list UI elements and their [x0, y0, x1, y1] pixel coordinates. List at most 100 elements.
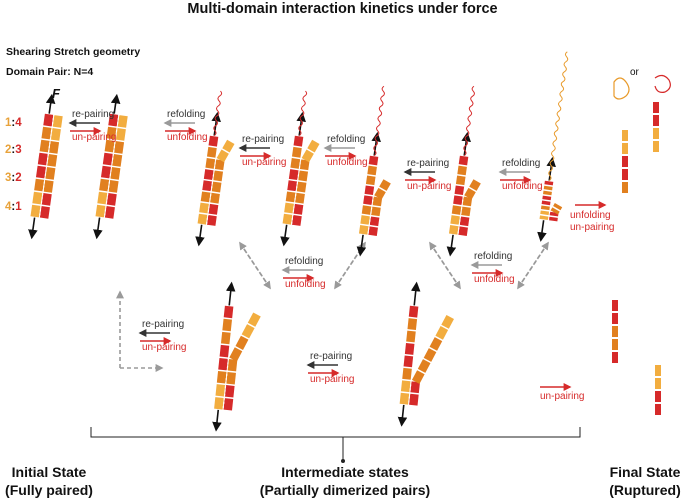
left-domain-segment: [541, 200, 551, 206]
right-domain-segment: [410, 381, 420, 394]
left-domain-segment: [454, 185, 465, 196]
splayed-domain-segment: [229, 347, 243, 362]
left-domain-segment: [367, 165, 377, 176]
folding-4-reverse-label: refolding: [285, 256, 324, 267]
left-domain-segment: [544, 180, 554, 186]
intermediate-states-label: Intermediate states (Partially dimerized …: [259, 464, 431, 498]
fragment-segment: [655, 378, 661, 389]
splayed-domain-segment: [469, 179, 481, 191]
left-domain-segment: [37, 152, 48, 166]
force-arrow-up: [371, 131, 381, 156]
splayed-domains: [411, 315, 454, 384]
left-domain-segment: [448, 225, 459, 235]
right-domain-segment: [368, 226, 378, 236]
pairing-interface: [457, 195, 464, 236]
pairing-4-forward-label: un-pairing: [142, 342, 187, 353]
force-arrow-up: [410, 281, 421, 306]
force-arrow-up: [546, 156, 556, 181]
left-domain-segment: [34, 178, 45, 192]
left-domain-segment: [400, 380, 411, 393]
left-domain-segment: [41, 126, 52, 140]
domain-pair-label: Domain Pair: N=4: [6, 66, 94, 78]
splayed-domain-segment: [222, 139, 235, 153]
splayed-domains: [229, 312, 261, 362]
right-domain-segment: [293, 203, 304, 215]
fragment-segment: [622, 182, 628, 193]
left-domain-segment: [399, 392, 410, 405]
left-domain-segment: [200, 191, 211, 203]
unfolded-chain: [213, 90, 223, 137]
force-arrow-down: [280, 224, 290, 247]
unfolded-chain: [548, 51, 569, 182]
splayed-domain-segment: [417, 359, 431, 373]
left-domain-segment: [30, 204, 41, 218]
left-domain-segment: [540, 205, 550, 211]
splayed-domain-segment: [411, 370, 425, 384]
force-label: F: [52, 86, 60, 101]
left-domain-segment: [404, 343, 415, 355]
splayed-domain-segment: [423, 348, 437, 362]
right-domain-segment: [213, 170, 224, 182]
right-domain-segment: [462, 196, 473, 207]
pairing-interface: [547, 210, 551, 221]
right-domain-segment: [296, 181, 307, 193]
splayed-domain-segment: [247, 312, 261, 327]
pairing-interface: [38, 114, 55, 219]
pair-label-4: 4:1: [5, 201, 22, 213]
left-domain-segment: [457, 165, 467, 176]
domain-structure-4: [356, 85, 391, 257]
right-domain-segment: [43, 180, 54, 193]
right-domain-segment: [459, 216, 470, 227]
final-unfolding-label: unfolding: [570, 210, 611, 221]
right-domain-segment: [461, 206, 471, 217]
splayed-domain-segment: [301, 149, 314, 163]
domain-structure-7: [212, 281, 261, 432]
right-domain-segment: [458, 226, 468, 236]
pairing-interface: [407, 380, 412, 406]
pairing-interface: [103, 114, 120, 219]
left-domain-segment: [363, 195, 373, 205]
left-domain-segment: [32, 191, 43, 205]
domain-structure-3: [280, 90, 320, 247]
left-domain-segment: [364, 185, 375, 196]
right-domain-segment: [372, 196, 383, 207]
force-arrow-down: [195, 224, 205, 247]
domain-structure-2: [195, 90, 235, 247]
left-domain-segment: [39, 139, 50, 153]
right-domain-segment: [208, 203, 219, 215]
force-arrow-down: [212, 409, 222, 432]
left-domain-segment: [293, 135, 304, 147]
right-domain-segment: [371, 206, 381, 217]
left-domain-segment: [455, 175, 466, 186]
transition-arrows: [68, 119, 607, 391]
folding-3-reverse-label: refolding: [502, 158, 541, 169]
domain-structure-8: [397, 281, 454, 427]
right-domain-segment: [206, 215, 217, 226]
right-domain-segment: [112, 154, 123, 167]
pairing-3-forward-label: un-pairing: [407, 181, 452, 192]
left-domain-segment: [97, 191, 108, 205]
final-state-label: Final State (Ruptured): [609, 464, 681, 498]
splayed-domain-segment: [241, 324, 255, 339]
left-domain-segment: [43, 113, 54, 127]
left-domain-segment: [543, 190, 552, 196]
left-domain-segment: [290, 158, 301, 169]
right-domain-segment: [41, 193, 52, 206]
right-domain-segment: [110, 167, 121, 180]
right-domain-segment: [227, 358, 238, 372]
fragment-lower-right: [655, 365, 661, 415]
left-domain-segment: [453, 195, 463, 205]
splayed-domain-segment: [216, 149, 229, 163]
folding-5-reverse-label: refolding: [474, 251, 513, 262]
folding-1-reverse-label: refolding: [167, 109, 206, 120]
right-domain-segment: [39, 206, 50, 219]
domain-structure-5: [446, 85, 481, 257]
left-domain-segment: [108, 113, 119, 127]
left-domain-segment: [215, 384, 226, 397]
fragment-segment: [622, 156, 628, 167]
unfolded-chain: [373, 85, 385, 157]
final-unpairing-label-2: un-pairing: [540, 391, 585, 402]
fragment-segment: [612, 313, 618, 324]
right-domain-segment: [104, 206, 115, 219]
